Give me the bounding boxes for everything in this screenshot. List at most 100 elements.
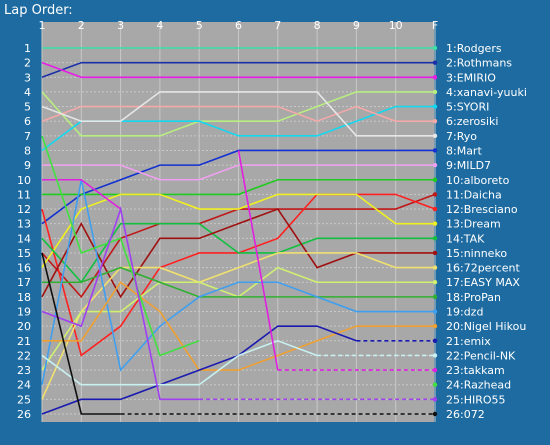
position-tick-label: 8 [24,144,31,157]
series-line [41,252,121,415]
series-end-point [432,353,438,358]
series-lines [41,45,438,417]
position-tick-label: 25 [17,393,31,406]
series-label: 14:TAK [446,232,485,245]
series-label: 2:Rothmans [446,57,512,70]
series-end-point [432,148,438,153]
position-tick-label: 19 [17,306,31,319]
series-end-point [432,119,438,124]
position-tick-label: 14 [17,232,31,245]
series-line [42,266,435,298]
position-tick-label: 7 [24,130,31,143]
series-line [237,150,279,371]
series-line [41,205,200,401]
series-line [41,179,435,385]
position-tick-label: 13 [17,218,31,231]
position-tick-label: 24 [17,379,31,392]
series-end-point [432,177,438,182]
series-end-point [432,60,438,65]
series-line [42,164,435,181]
position-tick-label: 11 [17,188,31,201]
series-end-point [432,192,438,197]
series-label: 5:SYORI [446,101,489,114]
position-tick-label: 20 [17,320,31,333]
position-tick-label: 1 [24,42,31,55]
series-line [41,91,435,137]
series-end-point [432,309,438,314]
lap-tick-label: 7 [274,19,281,32]
series-label: 13:Dream [446,218,501,231]
series-end-point [432,162,438,168]
series-end-point [432,89,438,95]
lap-tick-label: 10 [389,19,403,32]
series-label: 11:Daicha [446,188,502,201]
series-end-point [432,206,438,212]
series-label: 26:072 [446,408,485,421]
series-end-point [432,133,438,139]
position-tick-label: 18 [17,291,31,304]
position-tick-label: 6 [24,115,31,128]
series-label: 8:Mart [446,144,482,157]
position-tick-label: 15 [17,247,31,260]
series-label: 4:xanavi-yuuki [446,86,527,99]
series-line [42,178,435,196]
position-tick-label: 26 [17,408,31,421]
series-label: 15:ninneko [446,247,507,260]
position-tick-label: 2 [24,57,31,70]
series-label: 24:Razhead [446,379,511,392]
position-axis-labels: 1234567891011121314151617181920212223242… [17,42,31,421]
series-label: 18:ProPan [446,291,501,304]
series-label: 16:72percent [446,262,521,275]
series-end-point [432,397,438,402]
lap-tick-label: 6 [235,19,242,32]
position-tick-label: 16 [17,262,31,275]
lap-tick-label: 8 [314,19,321,32]
series-end-point [432,104,438,109]
position-tick-label: 9 [24,159,31,172]
position-tick-label: 21 [17,335,31,348]
series-label: 21:emix [446,335,491,348]
position-tick-label: 10 [17,174,31,187]
series-end-point [432,411,438,417]
series-label: 12:Bresciano [446,203,518,216]
series-end-point [432,323,438,329]
series-line [41,135,200,357]
series-label: 20:Nigel Hikou [446,320,526,333]
series-line [41,91,435,137]
series-line [41,105,435,123]
position-tick-label: 17 [17,276,31,289]
series-label: 17:EASY MAX [446,276,520,289]
series-label: 19:dzd [446,306,483,319]
series-end-point [432,294,438,300]
series-label: 23:takkam [446,364,505,377]
series-line [41,339,318,386]
series-label: 3:EMIRIO [446,71,496,84]
series-line [41,61,435,79]
series-label: 25:HIRO55 [446,393,506,406]
series-label: 1:Rodgers [446,42,502,55]
series-end-point [432,236,438,241]
lap-axis-labels: 1 2 3 4 5 6 7 8 9 10 F [39,19,439,32]
series-line [41,61,435,79]
series-end-point [432,367,438,373]
lap-tick-label: 9 [353,19,360,32]
series-end-point [432,265,438,270]
lap-tick-label: 2 [78,19,85,32]
series-end-point [432,75,438,80]
position-tick-label: 23 [17,364,31,377]
series-label: 22:Pencil-NK [446,349,516,362]
position-tick-label: 5 [24,101,31,114]
series-label: 9:MILD7 [446,159,491,172]
position-tick-label: 3 [24,71,31,84]
series-end-point [432,382,438,387]
lap-tick-label: 3 [117,19,124,32]
position-tick-label: 4 [24,86,31,99]
series-line [41,325,357,415]
series-end-point [432,338,438,343]
series-end-point [432,250,438,256]
series-label: 7:Ryo [446,130,477,143]
series-end-point [432,280,438,285]
